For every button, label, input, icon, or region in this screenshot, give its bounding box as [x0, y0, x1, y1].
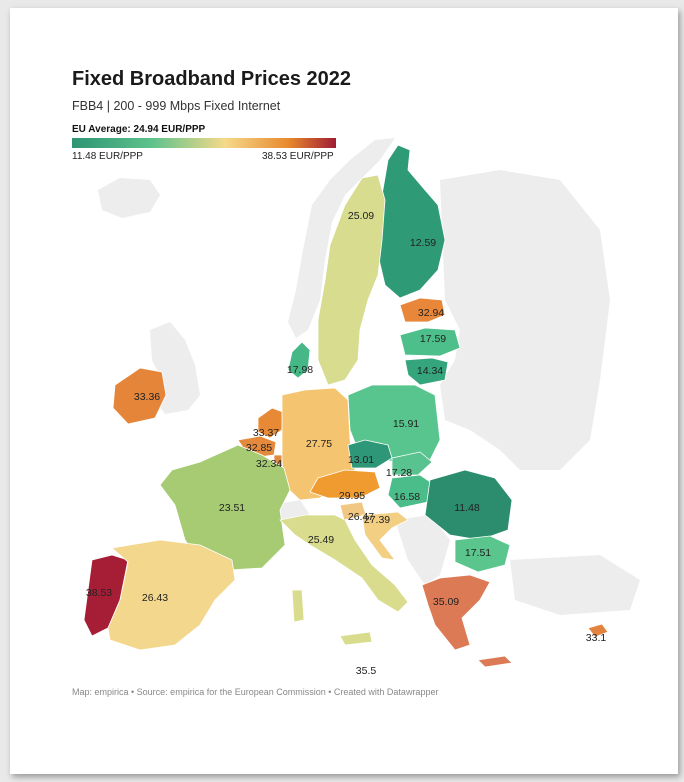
legend-color-scale — [72, 138, 336, 148]
label-netherlands: 33.37 — [253, 427, 279, 439]
sweden-shape — [317, 174, 386, 386]
estonia-shape — [399, 297, 446, 323]
legend-min-label: 11.48 EUR/PPP — [72, 151, 143, 162]
label-france: 23.51 — [219, 502, 245, 514]
iceland — [98, 178, 160, 218]
label-italy: 25.49 — [308, 534, 334, 546]
crete-shape — [477, 655, 513, 668]
russia-belarus-ukraine — [440, 170, 610, 470]
legend-max-label: 38.53 EUR/PPP — [262, 151, 334, 162]
denmark-shape — [287, 341, 311, 379]
label-finland: 12.59 — [410, 237, 436, 249]
france-shape — [159, 444, 291, 571]
austria-shape — [309, 469, 381, 499]
sardinia-shape — [291, 589, 305, 623]
chart-subtitle: FBB4 | 200 - 999 Mbps Fixed Internet — [72, 99, 281, 113]
non-eu-land — [98, 138, 640, 615]
spain-shape — [107, 539, 236, 651]
label-denmark: 17.98 — [287, 364, 313, 376]
label-portugal: 38.53 — [86, 587, 112, 599]
value-labels: 12.59 25.09 32.94 17.59 14.34 17.98 33.3… — [86, 210, 607, 677]
label-lithuania: 14.34 — [417, 365, 443, 377]
label-luxembourg: 32.34 — [256, 458, 282, 470]
eu-countries — [83, 144, 609, 668]
label-greece: 35.09 — [433, 596, 459, 608]
romania-shape — [424, 469, 513, 541]
balkans — [395, 515, 450, 585]
label-sweden: 25.09 — [348, 210, 374, 222]
label-germany: 27.75 — [306, 438, 332, 450]
label-malta: 35.5 — [356, 665, 377, 677]
label-poland: 15.91 — [393, 418, 419, 430]
norway — [288, 138, 395, 338]
greece-shape — [421, 574, 491, 651]
label-cyprus: 33.1 — [586, 632, 607, 644]
italy-shape — [279, 514, 409, 613]
turkey — [510, 555, 640, 615]
latvia-shape — [399, 327, 461, 357]
label-belgium: 32.85 — [246, 442, 272, 454]
slovakia-shape — [391, 451, 433, 476]
label-croatia: 27.39 — [364, 514, 390, 526]
label-spain: 26.43 — [142, 592, 168, 604]
label-slovenia: 26.47 — [348, 511, 374, 523]
label-ireland: 33.36 — [134, 391, 160, 403]
label-austria: 29.95 — [339, 490, 365, 502]
label-romania: 11.48 — [454, 502, 480, 514]
finland-shape — [374, 144, 446, 299]
label-hungary: 16.58 — [394, 491, 420, 503]
chart-title: Fixed Broadband Prices 2022 — [72, 68, 352, 90]
label-czechia: 13.01 — [348, 454, 374, 466]
lithuania-shape — [404, 357, 449, 386]
cyprus-shape — [587, 623, 609, 638]
ireland-shape — [112, 367, 167, 425]
sicily-shape — [339, 631, 373, 646]
label-estonia-lithuania: 17.59 — [420, 333, 446, 345]
footer-source-credit: Map: empirica • Source: empirica for the… — [72, 687, 439, 697]
label-bulgaria: 17.51 — [465, 547, 491, 559]
legend-title: EU Average: 24.94 EUR/PPP — [72, 124, 206, 135]
label-slovakia: 17.28 — [386, 467, 412, 479]
bulgaria-shape — [454, 535, 511, 573]
croatia-shape — [361, 511, 409, 561]
label-latvia: 32.94 — [418, 307, 444, 319]
